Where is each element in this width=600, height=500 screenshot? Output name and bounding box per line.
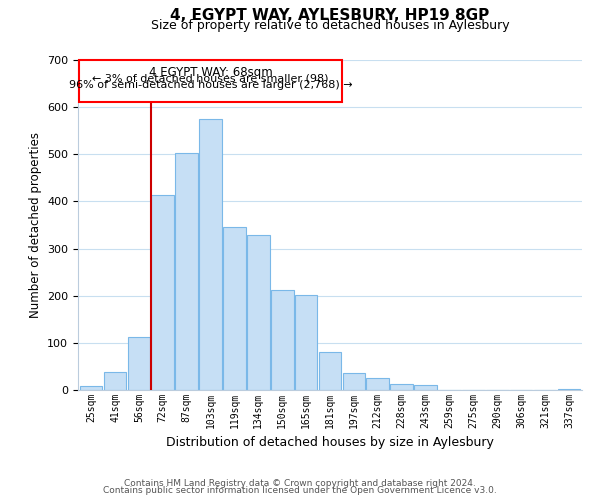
Bar (247, 236, 269, 390)
Bar (319, 352, 341, 390)
Text: 96% of semi-detached houses are larger (2,768) →: 96% of semi-detached houses are larger (… (69, 80, 352, 90)
Bar (367, 378, 389, 390)
Text: Size of property relative to detached houses in Aylesbury: Size of property relative to detached ho… (151, 20, 509, 32)
Bar (343, 372, 365, 390)
Bar (104, 372, 127, 390)
Text: Contains HM Land Registry data © Crown copyright and database right 2024.: Contains HM Land Registry data © Crown c… (124, 478, 476, 488)
Bar (223, 228, 246, 390)
X-axis label: Distribution of detached houses by size in Aylesbury: Distribution of detached houses by size … (166, 436, 494, 450)
Bar (175, 153, 198, 390)
Text: 4 EGYPT WAY: 68sqm: 4 EGYPT WAY: 68sqm (149, 66, 272, 78)
Text: 4, EGYPT WAY, AYLESBURY, HP19 8GP: 4, EGYPT WAY, AYLESBURY, HP19 8GP (170, 8, 490, 22)
Bar (128, 336, 150, 390)
Text: Contains public sector information licensed under the Open Government Licence v3: Contains public sector information licen… (103, 486, 497, 495)
FancyBboxPatch shape (79, 60, 342, 102)
Bar (271, 290, 293, 390)
Bar (391, 384, 413, 390)
Bar (199, 119, 222, 390)
Y-axis label: Number of detached properties: Number of detached properties (29, 132, 41, 318)
Bar (557, 388, 580, 390)
Bar (80, 386, 103, 390)
Text: ← 3% of detached houses are smaller (98): ← 3% of detached houses are smaller (98) (92, 73, 329, 83)
Bar (151, 196, 174, 390)
Bar (414, 386, 437, 390)
Bar (295, 295, 317, 390)
